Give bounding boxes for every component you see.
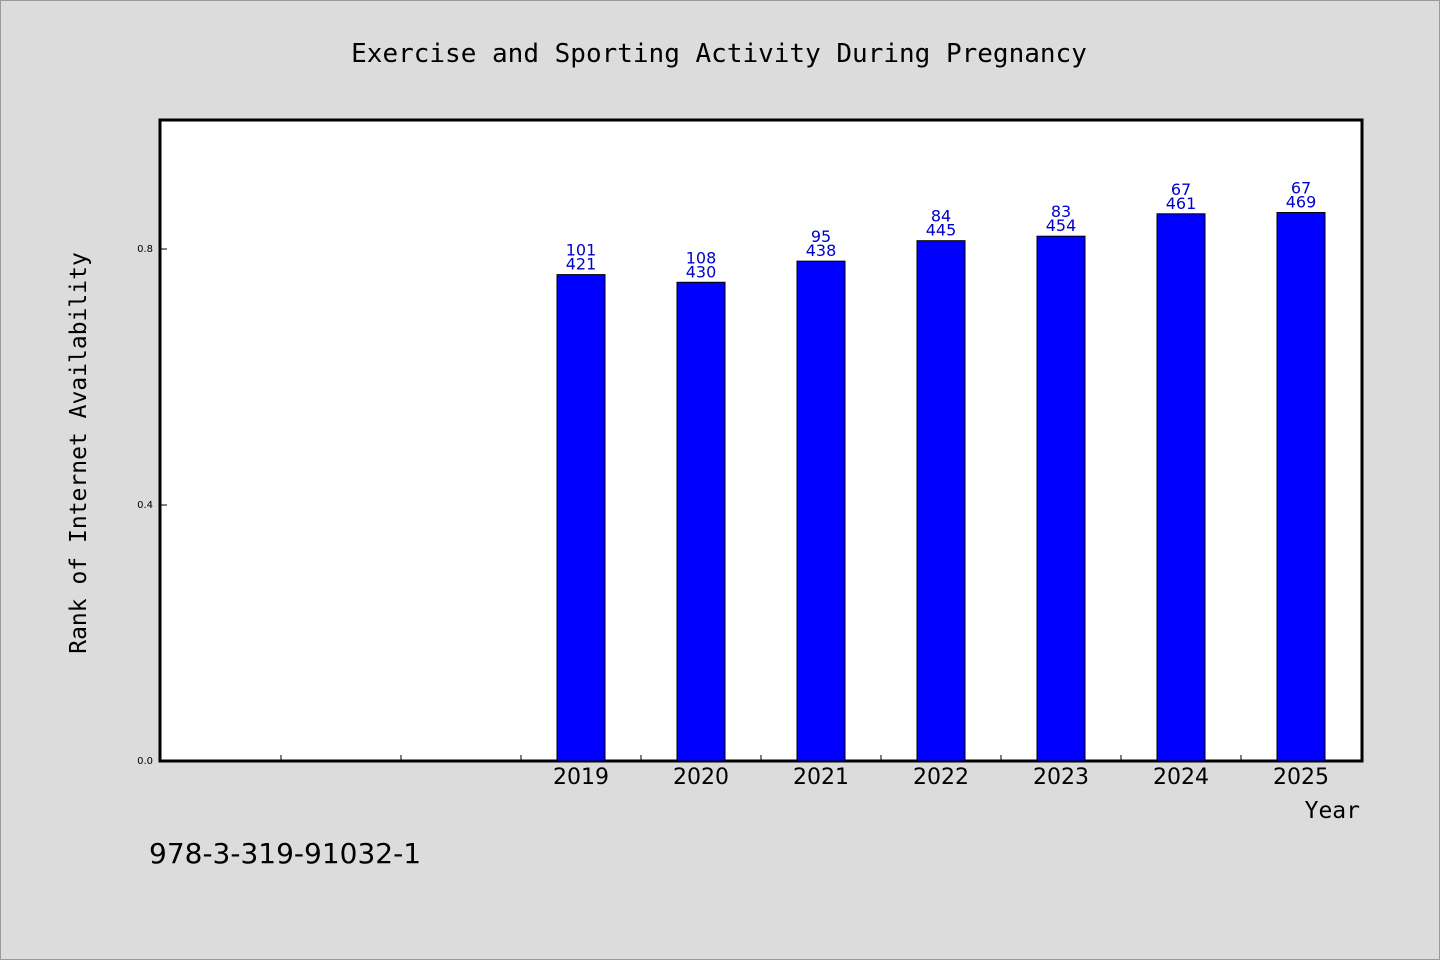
bar-label-top-2021: 95 [811,227,831,246]
bar-2022 [916,240,966,762]
x-tick-label-2025: 2025 [1273,765,1329,790]
bar-label-bottom-2022: 445 [926,221,957,240]
y-tick-label-2: 0.8 [137,244,153,255]
x-axis-label: Year [1305,798,1360,824]
x-tick-label-2019: 2019 [553,765,609,790]
bar-2024 [1156,213,1206,762]
bar-label-bottom-2024: 461 [1166,194,1197,213]
x-tick-label-2022: 2022 [913,765,969,790]
y-tick-label-0: 0.0 [137,756,153,767]
bar-label-top-2022: 84 [931,207,951,226]
bar-label-top-2025: 67 [1291,179,1311,198]
y-tick-label-1: 0.4 [137,500,153,511]
y-axis-label: Rank of Internet Availability [66,252,92,654]
bar-label-top-2023: 83 [1051,202,1071,221]
bar-label-bottom-2025: 469 [1286,193,1317,212]
bar-label-top-2020: 108 [686,248,717,267]
bar-label-bottom-2023: 454 [1046,216,1077,235]
bar-2023 [1036,235,1086,762]
bar-label-top-2024: 67 [1171,180,1191,199]
bar-label-bottom-2019: 421 [566,255,597,274]
y-ticks-group: 0.0 0.4 0.8 [137,244,167,767]
x-tick-label-2021: 2021 [793,765,849,790]
bar-label-bottom-2021: 438 [806,241,837,260]
bar-2020 [676,281,726,762]
bar-2019 [556,274,606,762]
bar-2021 [796,260,846,762]
x-tick-label-2024: 2024 [1153,765,1209,790]
x-ticks-group: 2019 2020 2021 2022 2023 2024 2025 [280,755,1329,790]
bar-label-bottom-2020: 430 [686,262,717,281]
x-tick-label-2020: 2020 [673,765,729,790]
chart-title: Exercise and Sporting Activity During Pr… [351,39,1087,69]
footer-code: 978-3-319-91032-1 [149,837,421,870]
bar-2025 [1276,212,1326,762]
bar-label-top-2019: 101 [566,241,597,260]
x-tick-label-2023: 2023 [1033,765,1089,790]
